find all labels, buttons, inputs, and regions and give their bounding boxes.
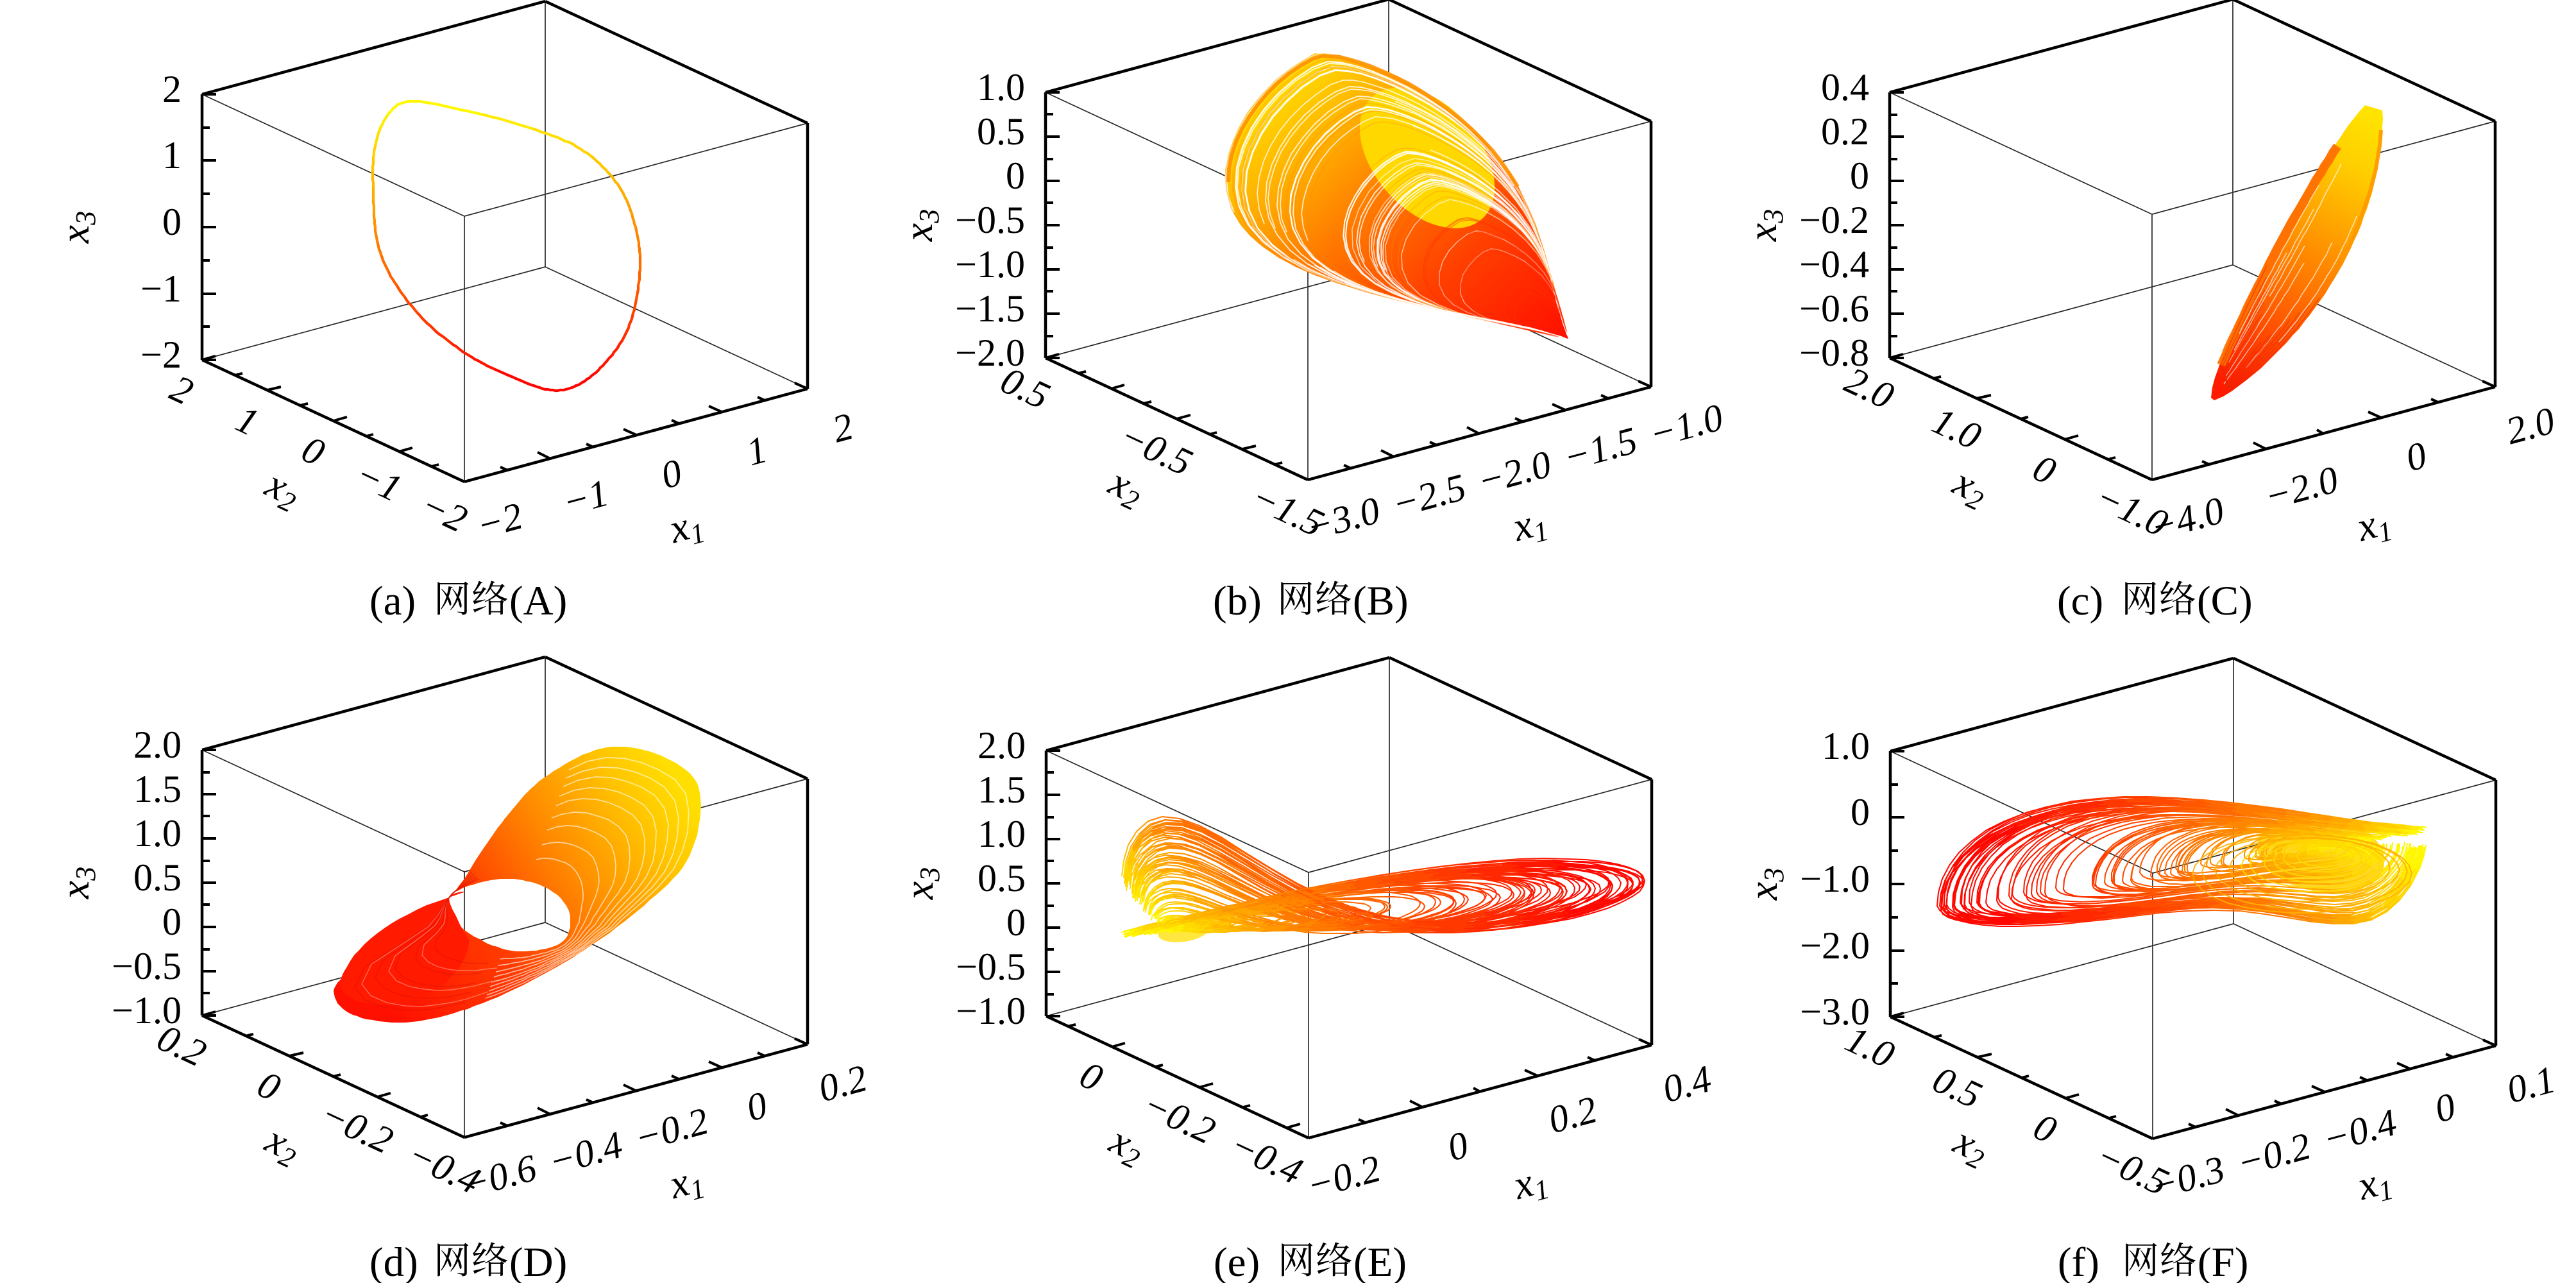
svg-text:0.5: 0.5	[977, 110, 1025, 153]
svg-text:(B): (B)	[1353, 578, 1409, 624]
svg-text:0: 0	[162, 901, 182, 943]
svg-text:−0.5: −0.5	[955, 199, 1025, 241]
svg-text:(a): (a)	[369, 578, 416, 624]
svg-text:−0.4: −0.4	[1799, 243, 1869, 285]
svg-text:0: 0	[1006, 155, 1025, 197]
svg-text:1.5: 1.5	[978, 769, 1026, 811]
svg-text:−1.0: −1.0	[956, 990, 1026, 1032]
svg-text:1.5: 1.5	[133, 768, 182, 810]
svg-text:1.0: 1.0	[133, 812, 182, 854]
svg-text:−2.0: −2.0	[1800, 924, 1870, 967]
svg-text:(A): (A)	[509, 578, 567, 624]
svg-text:1.0: 1.0	[1822, 725, 1870, 767]
svg-text:(E): (E)	[1353, 1239, 1407, 1283]
svg-text:0: 0	[1850, 155, 1869, 197]
svg-text:(D): (D)	[509, 1239, 567, 1283]
svg-text:(F): (F)	[2198, 1239, 2248, 1283]
svg-text:x3: x3	[1740, 209, 1789, 242]
svg-text:(C): (C)	[2197, 578, 2253, 624]
svg-text:0: 0	[1006, 901, 1026, 944]
svg-text:(e): (e)	[1214, 1239, 1260, 1283]
svg-text:−0.2: −0.2	[1799, 199, 1869, 241]
svg-text:(c): (c)	[2057, 578, 2103, 624]
svg-text:(d): (d)	[369, 1239, 418, 1283]
svg-text:(f): (f)	[2058, 1239, 2099, 1283]
svg-text:2: 2	[162, 68, 182, 110]
svg-text:−3.0: −3.0	[1800, 990, 1870, 1033]
svg-text:0.5: 0.5	[133, 856, 182, 899]
svg-text:−1.0: −1.0	[1800, 858, 1870, 900]
svg-text:−1.0: −1.0	[112, 989, 182, 1032]
svg-text:0: 0	[1851, 791, 1870, 833]
svg-text:−0.8: −0.8	[1799, 332, 1869, 374]
svg-text:(b): (b)	[1213, 578, 1262, 624]
svg-text:1.0: 1.0	[977, 66, 1025, 108]
svg-text:−1.0: −1.0	[955, 243, 1025, 285]
svg-text:−2.0: −2.0	[955, 332, 1025, 374]
svg-text:0.2: 0.2	[1821, 110, 1869, 153]
svg-text:2.0: 2.0	[978, 724, 1026, 767]
svg-text:−0.6: −0.6	[1799, 287, 1869, 330]
svg-text:1.0: 1.0	[978, 813, 1026, 855]
svg-text:−1.5: −1.5	[955, 287, 1025, 330]
svg-text:−2: −2	[140, 334, 182, 376]
svg-text:0: 0	[162, 201, 182, 243]
svg-text:0.5: 0.5	[978, 857, 1026, 899]
svg-text:−0.5: −0.5	[956, 946, 1026, 988]
svg-text:2.0: 2.0	[133, 724, 182, 766]
svg-text:0.4: 0.4	[1821, 66, 1869, 108]
svg-text:−1: −1	[140, 268, 182, 310]
svg-text:1: 1	[162, 134, 182, 176]
svg-text:−0.5: −0.5	[112, 945, 182, 987]
